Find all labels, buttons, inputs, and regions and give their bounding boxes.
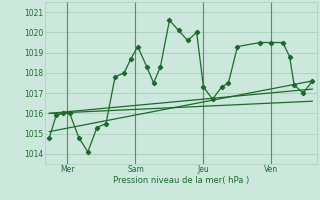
X-axis label: Pression niveau de la mer( hPa ): Pression niveau de la mer( hPa ) bbox=[113, 176, 249, 185]
